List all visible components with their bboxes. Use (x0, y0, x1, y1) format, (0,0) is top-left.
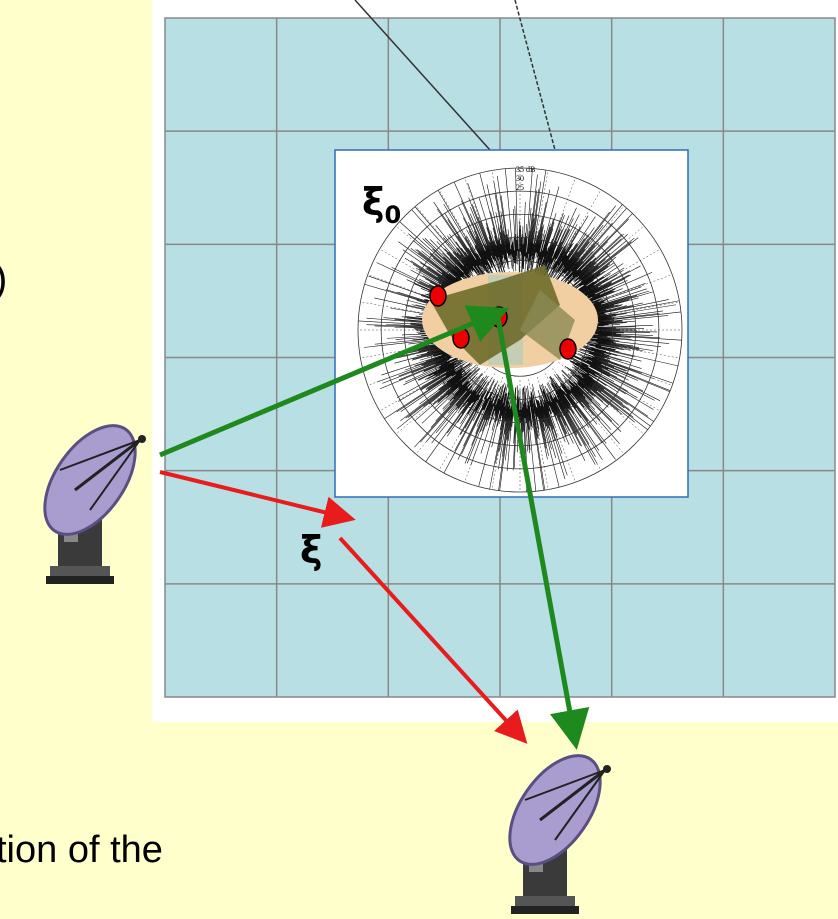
direct-ray (338, 536, 528, 744)
bearing-line (464, 177, 504, 284)
bearing-line (551, 205, 625, 292)
xi-label: ξ (300, 528, 322, 572)
direct-ray (159, 470, 356, 528)
feed-line (514, 0, 556, 151)
bearing-line (558, 361, 645, 435)
range-ring (357, 167, 683, 493)
scattered-ray (495, 317, 590, 750)
bearing-line (566, 346, 673, 386)
bearing-line (415, 368, 489, 455)
bearing-line (367, 346, 474, 386)
polar-ring-label: 25 (516, 183, 524, 192)
receiver-antenna (490, 738, 620, 916)
bearing-line (563, 248, 661, 306)
bearing-line (569, 338, 680, 359)
bearing-line (367, 274, 474, 314)
polar-ring-label: 30 (516, 174, 524, 183)
xi0-subscript: 0 (384, 201, 401, 229)
bearing-line (536, 177, 576, 284)
bearing-line (536, 376, 576, 483)
xi0-label: ξ0 (362, 180, 401, 229)
bearing-line (528, 170, 549, 281)
polar-ring-label: 35 dB (516, 165, 535, 174)
transmitter-antenna (25, 408, 155, 586)
feed-line (354, 0, 491, 151)
left-text-fragment: ) (0, 257, 7, 301)
bearing-line (464, 376, 504, 483)
bearing-line (544, 373, 602, 471)
bearing-line (438, 373, 496, 471)
bearing-line (569, 301, 680, 322)
bearing-line (551, 368, 625, 455)
bearing-line (491, 170, 512, 281)
bearing-line (438, 189, 496, 287)
bearing-line (395, 225, 482, 299)
bearing-line (528, 379, 549, 490)
bearing-line (491, 379, 512, 490)
bearing-line (544, 189, 602, 287)
bearing-line (558, 225, 645, 299)
bearing-line (395, 361, 482, 435)
caption-fragment: tion of the (0, 829, 163, 871)
bearing-line (379, 248, 477, 306)
incident-ray (159, 305, 510, 458)
xi0-symbol: ξ (362, 180, 384, 224)
bearing-line (563, 354, 661, 412)
bearing-line (415, 205, 489, 292)
bearing-line (360, 301, 471, 322)
bearing-line (379, 354, 477, 412)
bearing-line (566, 274, 673, 314)
